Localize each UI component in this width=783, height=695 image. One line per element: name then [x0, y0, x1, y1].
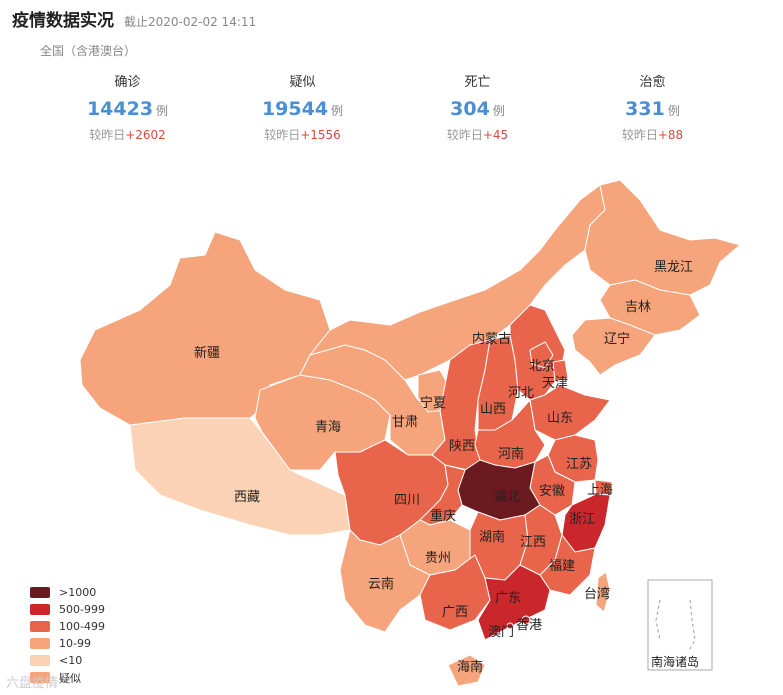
label-guangdong: 广东	[495, 591, 521, 606]
legend: >1000 500-999 100-499 10-99 <10 疑似	[30, 584, 105, 686]
watermark: 六盘疫情	[6, 676, 59, 691]
stat-confirmed: 确诊 14423 例 较昨日+2602	[40, 72, 215, 146]
stat-suspected: 疑似 19544 例 较昨日+1556	[215, 72, 390, 146]
label-tianjin: 天津	[542, 376, 568, 391]
page-title: 疫情数据实况	[12, 11, 114, 31]
legend-swatch	[30, 587, 50, 598]
region-henan[interactable]	[474, 399, 546, 469]
stat-label: 死亡	[464, 75, 491, 90]
label-liaoning: 辽宁	[604, 331, 630, 347]
legend-swatch	[30, 655, 50, 666]
stat-value: 304 例	[450, 98, 505, 120]
label-hainan: 海南	[457, 659, 483, 675]
stat-value: 19544 例	[261, 98, 344, 120]
label-hubei: 湖北	[494, 490, 520, 505]
legend-item[interactable]: >1000	[30, 584, 105, 601]
label-hongkong: 香港	[516, 618, 542, 633]
label-xinjiang: 新疆	[194, 345, 220, 361]
stat-delta: 较昨日+45	[446, 128, 509, 142]
label-hunan: 湖南	[479, 529, 505, 545]
label-ningxia: 宁夏	[420, 395, 446, 411]
region-macau[interactable]	[506, 622, 514, 630]
legend-item[interactable]: 500-999	[30, 601, 105, 618]
label-jiangsu: 江苏	[566, 456, 592, 472]
legend-swatch	[30, 621, 50, 632]
region-shandong[interactable]	[529, 384, 611, 441]
label-jiangxi: 江西	[520, 535, 546, 550]
stat-deaths: 死亡 304 例 较昨日+45	[390, 72, 565, 146]
region-xinjiang[interactable]	[79, 231, 331, 426]
label-guizhou: 贵州	[425, 551, 451, 566]
label-guangxi: 广西	[442, 605, 468, 620]
region-guangdong[interactable]	[477, 564, 551, 641]
region-liaoning[interactable]	[571, 317, 656, 376]
label-qinghai: 青海	[315, 420, 341, 435]
region-jilin[interactable]	[599, 279, 701, 336]
header: 疫情数据实况 截止2020-02-02 14:11	[12, 6, 257, 31]
stat-label: 疑似	[289, 75, 316, 90]
label-shanxi: 山西	[480, 402, 506, 417]
legend-item[interactable]: <10	[30, 652, 105, 669]
stat-delta: 较昨日+88	[621, 128, 684, 142]
legend-swatch	[30, 672, 50, 683]
stat-delta: 较昨日+2602	[89, 128, 166, 142]
label-fujian: 福建	[549, 559, 575, 574]
label-taiwan: 台湾	[584, 586, 610, 602]
label-heilongjiang: 黑龙江	[654, 260, 693, 275]
legend-item[interactable]: 100-499	[30, 618, 105, 635]
stat-label: 治愈	[639, 75, 666, 90]
stat-label: 确诊	[114, 75, 141, 90]
legend-item[interactable]: 疑似	[30, 669, 105, 686]
label-henan: 河南	[498, 446, 524, 462]
label-inset: 南海诸岛	[651, 654, 699, 669]
region-neimenggu[interactable]	[309, 184, 606, 381]
stat-cured: 治愈 331 例 较昨日+88	[565, 72, 740, 146]
timestamp: 截止2020-02-02 14:11	[124, 15, 257, 29]
province-labels: 黑龙江 吉林 辽宁 内蒙古 新疆 西藏 青海 甘肃 宁夏 陕西 山西 河北 北京…	[194, 260, 699, 675]
region-hongkong[interactable]	[521, 615, 531, 625]
region-xizang[interactable]	[129, 417, 351, 536]
label-anhui: 安徽	[539, 484, 565, 499]
label-zhejiang: 浙江	[569, 512, 595, 527]
nine-dash-line	[655, 599, 696, 653]
label-gansu: 甘肃	[392, 415, 418, 430]
legend-item[interactable]: 10-99	[30, 635, 105, 652]
label-sichuan: 四川	[394, 493, 420, 508]
region-heilongjiang[interactable]	[584, 179, 741, 296]
stat-delta: 较昨日+1556	[264, 128, 341, 142]
scope-label: 全国（含港澳台）	[40, 44, 137, 58]
label-macau: 澳门	[488, 624, 514, 640]
region-taiwan[interactable]	[595, 571, 611, 613]
label-shanghai: 上海	[587, 483, 613, 498]
legend-swatch	[30, 604, 50, 615]
label-chongqing: 重庆	[430, 508, 456, 524]
label-shaanxi: 陕西	[449, 439, 475, 454]
stat-value: 331 例	[625, 98, 680, 120]
south-china-sea-inset	[647, 579, 713, 671]
label-xizang: 西藏	[234, 490, 260, 505]
region-hainan[interactable]	[447, 654, 486, 687]
label-neimenggu: 内蒙古	[472, 331, 511, 347]
label-shandong: 山东	[547, 411, 573, 426]
legend-swatch	[30, 638, 50, 649]
label-jilin: 吉林	[625, 300, 651, 315]
label-yunnan: 云南	[368, 576, 394, 592]
region-beijing[interactable]	[529, 341, 554, 369]
label-hebei: 河北	[508, 386, 534, 401]
region-tianjin[interactable]	[552, 359, 569, 383]
stat-value: 14423 例	[86, 98, 169, 120]
stats-panel: 确诊 14423 例 较昨日+2602 疑似 19544 例 较昨日+1556 死亡…	[40, 72, 740, 146]
label-beijing: 北京	[529, 359, 555, 374]
